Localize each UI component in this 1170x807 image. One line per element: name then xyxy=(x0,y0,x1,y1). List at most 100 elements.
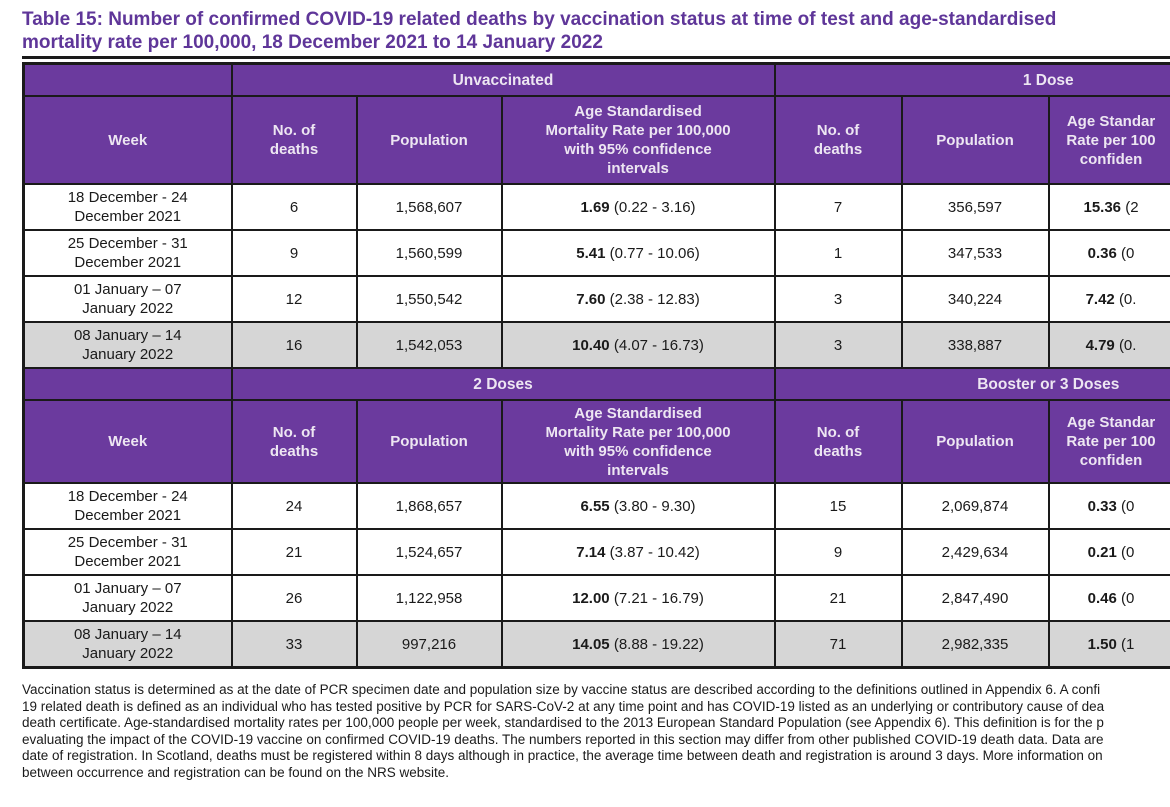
group-header-booster: Booster or 3 Doses xyxy=(775,368,1170,400)
table-row: 18 December - 24 December 2021 24 1,868,… xyxy=(24,483,1170,529)
cell-week: 08 January – 14 January 2022 xyxy=(24,322,232,368)
table-row: 01 January – 07 January 2022 26 1,122,95… xyxy=(24,575,1170,621)
group-header-1-dose: 1 Dose xyxy=(775,64,1170,97)
cell-population: 2,069,874 xyxy=(902,483,1049,529)
cell-deaths: 16 xyxy=(232,322,357,368)
table-row: 01 January – 07 January 2022 12 1,550,54… xyxy=(24,276,1170,322)
cell-asmr-clipped: 0.33 (0 xyxy=(1049,483,1170,529)
cell-population: 1,542,053 xyxy=(357,322,502,368)
mortality-table: Unvaccinated 1 Dose Week No. of deaths P… xyxy=(22,62,1170,669)
cell-population: 1,550,542 xyxy=(357,276,502,322)
cell-asmr: 5.41 (0.77 - 10.06) xyxy=(502,230,775,276)
cell-population: 347,533 xyxy=(902,230,1049,276)
cell-asmr: 1.69 (0.22 - 3.16) xyxy=(502,184,775,230)
footnote: Vaccination status is determined as at t… xyxy=(22,682,1170,781)
group-header-row: 2 Doses Booster or 3 Doses xyxy=(24,368,1170,400)
table-row: 25 December - 31 December 2021 21 1,524,… xyxy=(24,529,1170,575)
table-row: 18 December - 24 December 2021 6 1,568,6… xyxy=(24,184,1170,230)
group-header-row: Unvaccinated 1 Dose xyxy=(24,64,1170,97)
cell-week: 25 December - 31 December 2021 xyxy=(24,230,232,276)
cell-deaths: 21 xyxy=(232,529,357,575)
col-header-population: Population xyxy=(902,96,1049,184)
col-header-week: Week xyxy=(24,400,232,483)
cell-population: 338,887 xyxy=(902,322,1049,368)
cell-asmr-clipped: 0.36 (0 xyxy=(1049,230,1170,276)
col-header-deaths: No. of deaths xyxy=(232,96,357,184)
cell-asmr: 6.55 (3.80 - 9.30) xyxy=(502,483,775,529)
cell-asmr-clipped: 0.21 (0 xyxy=(1049,529,1170,575)
page-title-line1: Table 15: Number of confirmed COVID-19 r… xyxy=(22,8,1170,31)
cell-deaths: 26 xyxy=(232,575,357,621)
cell-population: 1,524,657 xyxy=(357,529,502,575)
page-title-line2: mortality rate per 100,000, 18 December … xyxy=(22,31,1170,54)
cell-asmr: 7.60 (2.38 - 12.83) xyxy=(502,276,775,322)
cell-deaths: 6 xyxy=(232,184,357,230)
col-header-population: Population xyxy=(357,400,502,483)
col-header-week: Week xyxy=(24,96,232,184)
footnote-line: 19 related death is defined as an indivi… xyxy=(22,699,1170,716)
group-header-blank xyxy=(24,64,232,97)
cell-asmr-clipped: 4.79 (0. xyxy=(1049,322,1170,368)
cell-week: 01 January – 07 January 2022 xyxy=(24,575,232,621)
cell-population: 997,216 xyxy=(357,621,502,668)
cell-population: 1,560,599 xyxy=(357,230,502,276)
cell-deaths: 7 xyxy=(775,184,902,230)
cell-deaths: 3 xyxy=(775,276,902,322)
cell-asmr: 12.00 (7.21 - 16.79) xyxy=(502,575,775,621)
col-header-deaths: No. of deaths xyxy=(232,400,357,483)
footnote-line: evaluating the impact of the COVID-19 va… xyxy=(22,732,1170,749)
cell-population: 340,224 xyxy=(902,276,1049,322)
cell-asmr: 14.05 (8.88 - 19.22) xyxy=(502,621,775,668)
col-header-deaths: No. of deaths xyxy=(775,96,902,184)
cell-week: 25 December - 31 December 2021 xyxy=(24,529,232,575)
cell-asmr: 10.40 (4.07 - 16.73) xyxy=(502,322,775,368)
cell-population: 1,868,657 xyxy=(357,483,502,529)
cell-deaths: 33 xyxy=(232,621,357,668)
col-header-asmr-clipped: Age Standar Rate per 100 confiden xyxy=(1049,96,1170,184)
cell-deaths: 24 xyxy=(232,483,357,529)
group-header-2-doses: 2 Doses xyxy=(232,368,775,400)
col-header-population: Population xyxy=(902,400,1049,483)
footnote-line: date of registration. In Scotland, death… xyxy=(22,748,1170,765)
col-header-population: Population xyxy=(357,96,502,184)
cell-asmr: 7.14 (3.87 - 10.42) xyxy=(502,529,775,575)
group-header-unvaccinated: Unvaccinated xyxy=(232,64,775,97)
column-header-row: Week No. of deaths Population Age Standa… xyxy=(24,400,1170,483)
table-row: 08 January – 14 January 2022 16 1,542,05… xyxy=(24,322,1170,368)
footnote-line: Vaccination status is determined as at t… xyxy=(22,682,1170,699)
cell-population: 356,597 xyxy=(902,184,1049,230)
cell-week: 01 January – 07 January 2022 xyxy=(24,276,232,322)
col-header-asmr: Age Standardised Mortality Rate per 100,… xyxy=(502,96,775,184)
cell-deaths: 12 xyxy=(232,276,357,322)
cell-deaths: 15 xyxy=(775,483,902,529)
table-row: 25 December - 31 December 2021 9 1,560,5… xyxy=(24,230,1170,276)
cell-asmr-clipped: 1.50 (1 xyxy=(1049,621,1170,668)
footnote-line: death certificate. Age-standardised mort… xyxy=(22,715,1170,732)
cell-population: 1,568,607 xyxy=(357,184,502,230)
title-underline xyxy=(22,56,1170,59)
cell-population: 2,847,490 xyxy=(902,575,1049,621)
cell-week: 18 December - 24 December 2021 xyxy=(24,184,232,230)
group-header-blank xyxy=(24,368,232,400)
footnote-line: between occurrence and registration can … xyxy=(22,765,1170,782)
cell-population: 2,429,634 xyxy=(902,529,1049,575)
col-header-asmr: Age Standardised Mortality Rate per 100,… xyxy=(502,400,775,483)
column-header-row: Week No. of deaths Population Age Standa… xyxy=(24,96,1170,184)
col-header-asmr-clipped: Age Standar Rate per 100 confiden xyxy=(1049,400,1170,483)
cell-asmr-clipped: 15.36 (2 xyxy=(1049,184,1170,230)
cell-deaths: 9 xyxy=(232,230,357,276)
cell-asmr-clipped: 7.42 (0. xyxy=(1049,276,1170,322)
table-row: 08 January – 14 January 2022 33 997,216 … xyxy=(24,621,1170,668)
cell-population: 1,122,958 xyxy=(357,575,502,621)
cell-asmr-clipped: 0.46 (0 xyxy=(1049,575,1170,621)
page-title: Table 15: Number of confirmed COVID-19 r… xyxy=(22,8,1170,54)
cell-deaths: 9 xyxy=(775,529,902,575)
cell-deaths: 71 xyxy=(775,621,902,668)
cell-deaths: 21 xyxy=(775,575,902,621)
cell-population: 2,982,335 xyxy=(902,621,1049,668)
col-header-deaths: No. of deaths xyxy=(775,400,902,483)
cell-deaths: 1 xyxy=(775,230,902,276)
cell-week: 08 January – 14 January 2022 xyxy=(24,621,232,668)
cell-deaths: 3 xyxy=(775,322,902,368)
cell-week: 18 December - 24 December 2021 xyxy=(24,483,232,529)
